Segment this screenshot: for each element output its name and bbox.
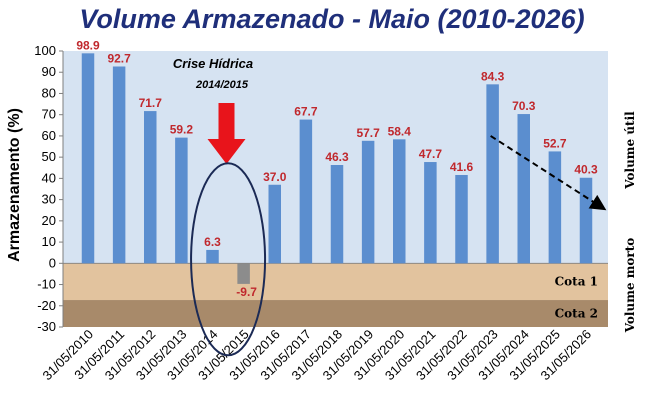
dead-volume-zones: Cota 1 Cota 2 [63, 263, 608, 327]
data-label: 84.3 [481, 69, 505, 83]
y-tick-label: 0 [49, 255, 56, 270]
y-tick-label: -20 [37, 298, 56, 313]
bar-31/05/2025 [548, 151, 562, 264]
y-tick-label: 20 [42, 213, 56, 228]
y-tick-label: 90 [42, 64, 56, 79]
bar-31/05/2021 [424, 162, 437, 264]
bar-31/05/2015 [237, 263, 250, 284]
data-label: 46.3 [325, 150, 349, 164]
crisis-arrow-shaft [218, 103, 235, 139]
data-label: -9.7 [236, 285, 257, 299]
volume-util-label: Volume útil [623, 111, 637, 190]
y-tick-label: 100 [34, 43, 56, 58]
data-label: 40.3 [574, 163, 598, 177]
bar-31/05/2017 [299, 119, 313, 264]
data-label: 47.7 [419, 147, 443, 161]
y-tick-label: 50 [42, 149, 56, 164]
bar-31/05/2020 [393, 139, 406, 264]
zone-band-2 [63, 300, 608, 327]
zone-label-2: Cota 2 [555, 307, 598, 321]
data-label: 59.2 [170, 123, 194, 137]
crisis-arrow-head [207, 139, 246, 164]
y-tick-label: 30 [42, 192, 56, 207]
y-tick-label: 60 [42, 128, 56, 143]
data-label: 37.0 [263, 170, 287, 184]
bar-31/05/2018 [330, 165, 344, 264]
data-label: 98.9 [76, 38, 100, 52]
crisis-ellipse [190, 162, 267, 357]
bar-31/05/2013 [175, 137, 188, 264]
annotations [190, 103, 607, 357]
bar-31/05/2012 [144, 111, 157, 264]
x-axis: 31/05/201031/05/201131/05/201231/05/2013… [39, 327, 594, 384]
data-label: 41.6 [450, 160, 474, 174]
bar-31/05/2024 [517, 114, 530, 264]
chart-title: Volume Armazenado - Maio (2010-2026) [79, 4, 584, 34]
crisis-annotation-title: Crise Hídrica [173, 56, 253, 71]
y-tick-label: -30 [37, 319, 56, 334]
data-label: 67.7 [294, 105, 318, 119]
bar-31/05/2014 [206, 249, 219, 264]
bars [81, 53, 593, 284]
data-label: 92.7 [107, 51, 131, 65]
data-label: 71.7 [139, 96, 163, 110]
bar-31/05/2026 [579, 177, 593, 264]
data-label: 70.3 [512, 99, 536, 113]
y-tick-label: 70 [42, 107, 56, 122]
y-tick-label: 10 [42, 234, 56, 249]
y-tick-label: 80 [42, 85, 56, 100]
bar-31/05/2019 [361, 140, 375, 264]
y-axis-label: Armazenamento (%) [6, 108, 23, 262]
bar-31/05/2022 [455, 174, 468, 264]
data-labels: 98.9 92.7 71.7 59.2 6.3 -9.7 37.0 67.7 46.3 57.7 5… [76, 38, 598, 299]
data-label: 52.7 [543, 136, 567, 150]
zone-band-1 [63, 263, 608, 301]
y-tick-label: -10 [37, 277, 56, 292]
bar-31/05/2016 [268, 184, 281, 264]
y-tick-label: 40 [42, 170, 56, 185]
data-label: 57.7 [356, 126, 380, 140]
bar-31/05/2011 [112, 66, 126, 264]
volume-morto-label: Volume morto [623, 238, 637, 334]
zone-label-1: Cota 1 [555, 275, 598, 289]
data-label: 6.3 [204, 235, 221, 249]
bar-31/05/2010 [81, 53, 95, 264]
data-label: 58.4 [388, 124, 412, 138]
bar-31/05/2023 [486, 84, 499, 264]
trend-arrow [490, 135, 607, 211]
crisis-annotation-subtitle: 2014/2015 [195, 79, 249, 91]
